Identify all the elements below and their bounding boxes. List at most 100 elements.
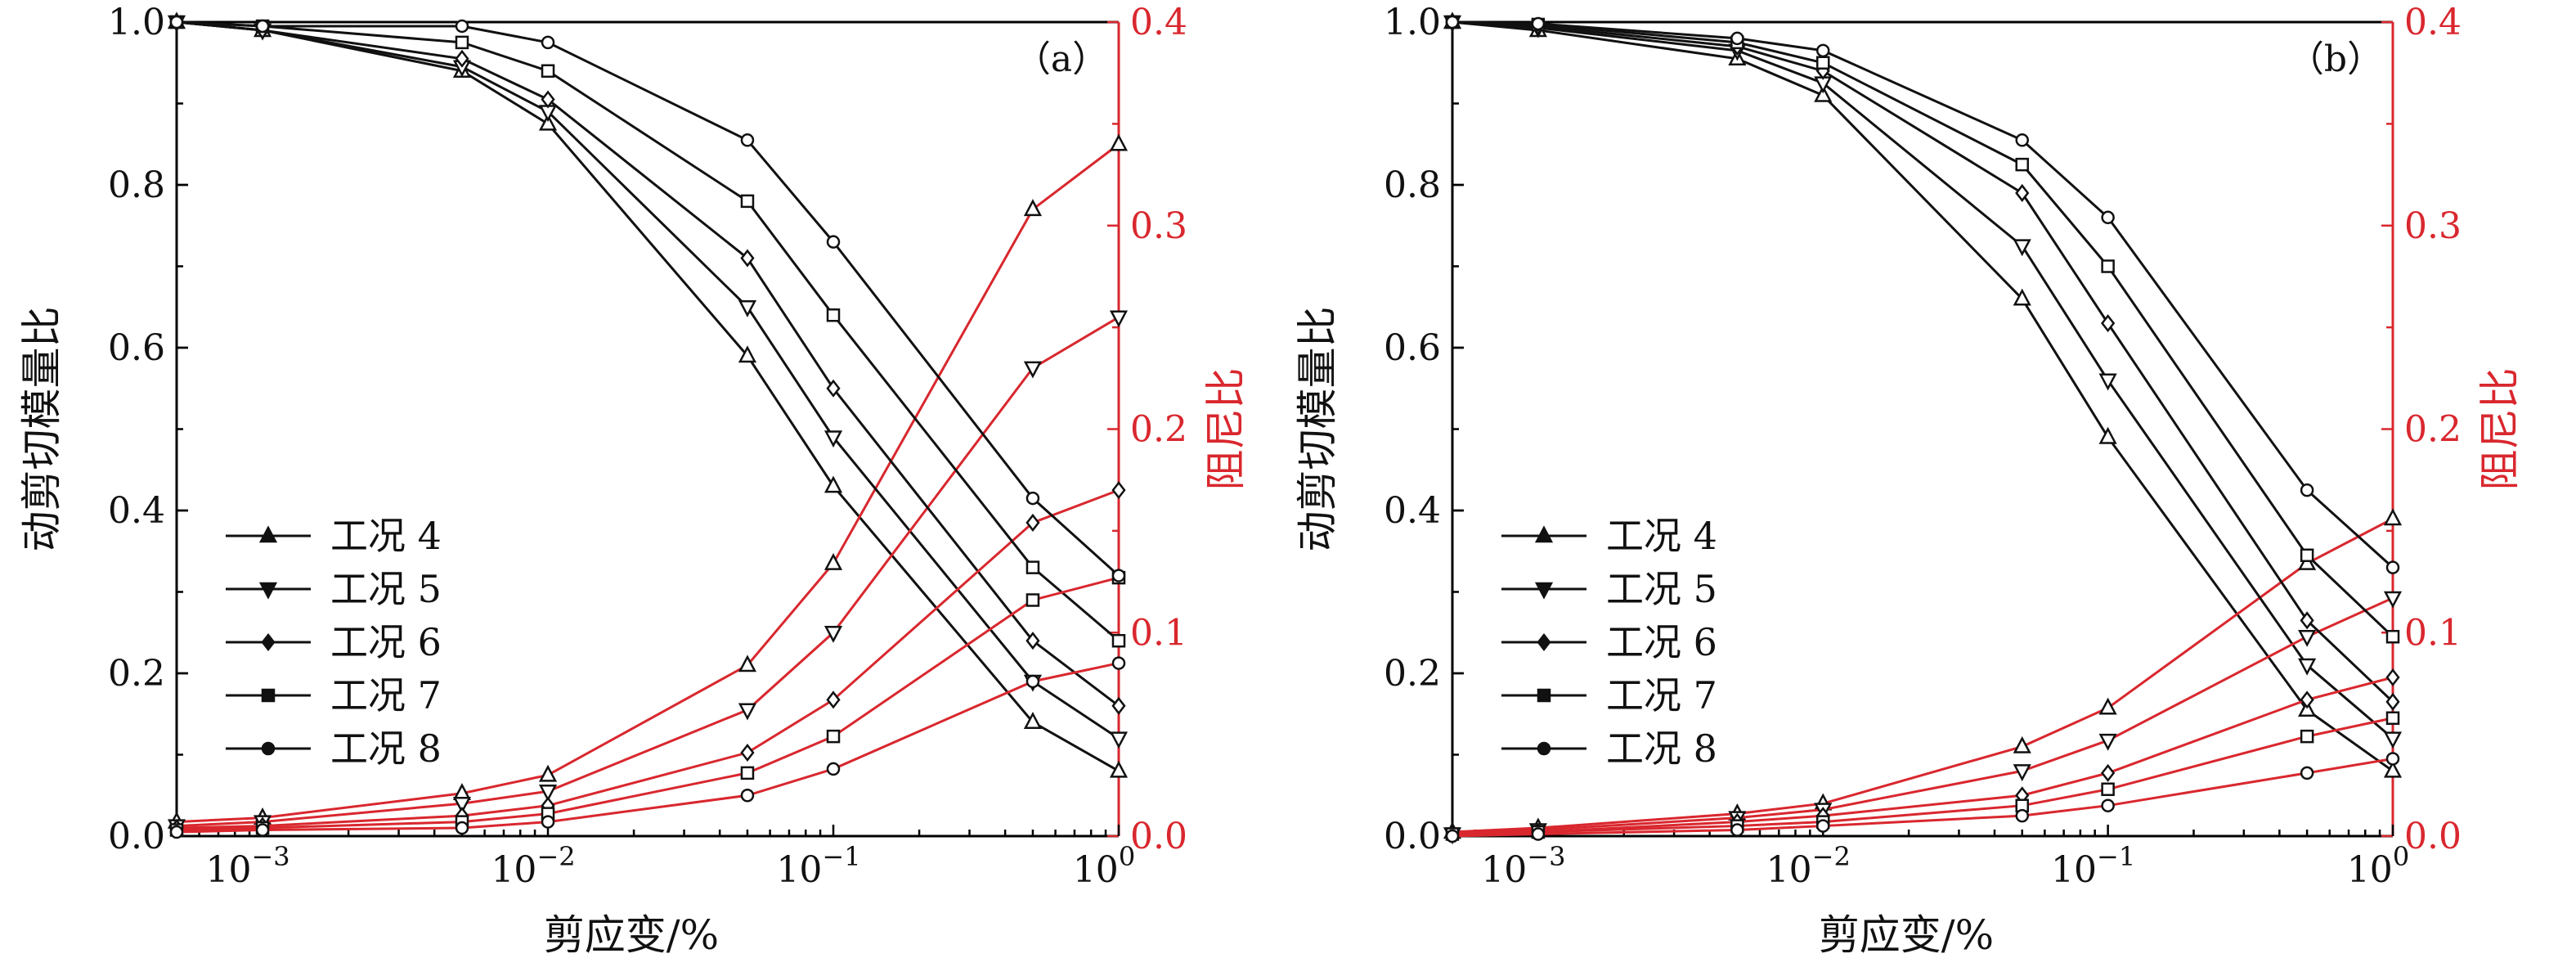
damping-point	[740, 743, 755, 762]
damping-line	[1452, 517, 2394, 834]
modulus-line	[176, 20, 1120, 577]
legend-label: 工况 7	[330, 673, 442, 717]
modulus-point	[1025, 560, 1040, 574]
modulus-point	[1730, 31, 1744, 46]
modulus-point	[2015, 157, 2030, 172]
modulus-point	[2383, 760, 2403, 778]
damping-point	[826, 690, 841, 709]
modulus-point	[541, 35, 555, 50]
damping-point	[1111, 656, 1126, 670]
legend-marker	[261, 688, 276, 703]
damping-point	[2298, 553, 2317, 570]
modulus-point	[255, 19, 270, 34]
legend-label: 工况 4	[1606, 514, 1717, 558]
series-6	[169, 12, 1126, 838]
modulus-point	[2101, 259, 2115, 273]
modulus-line	[1452, 20, 2394, 703]
series-5	[167, 15, 1129, 837]
legend-marker	[258, 582, 278, 600]
damping-point	[2385, 752, 2400, 766]
modulus-point	[824, 475, 843, 493]
y-left-tick-label: 0.8	[1384, 164, 1441, 206]
y-left-tick-label: 0.8	[108, 164, 165, 206]
damping-point	[2298, 629, 2317, 647]
damping-line	[1452, 717, 2394, 836]
damping-point	[2013, 735, 2031, 753]
damping-line	[176, 143, 1120, 824]
damping-point	[2300, 729, 2314, 744]
damping-line	[176, 316, 1120, 828]
damping-point	[1730, 823, 1744, 837]
damping-point	[1025, 513, 1040, 532]
damping-point	[2098, 733, 2117, 751]
series-4	[1443, 11, 2403, 839]
panel-label: （b）	[2288, 38, 2383, 80]
damping-point	[738, 654, 757, 672]
damping-point	[826, 762, 841, 776]
modulus-line	[176, 20, 1120, 772]
modulus-point	[740, 133, 755, 147]
damping-point	[738, 703, 757, 721]
modulus-point	[2101, 210, 2115, 225]
damping-point	[1023, 361, 1043, 379]
modulus-point	[1815, 43, 1830, 58]
damping-point	[2385, 668, 2400, 687]
modulus-point	[1111, 696, 1126, 715]
y-left-tick-label: 0.2	[1384, 653, 1441, 695]
damping-point	[1025, 593, 1040, 607]
modulus-point	[1111, 569, 1126, 582]
modulus-point	[740, 249, 755, 268]
modulus-point	[1025, 491, 1040, 506]
y-right-tick-label: 0.2	[1130, 409, 1187, 451]
legend-label: 工况 6	[1606, 620, 1717, 664]
modulus-point	[538, 113, 558, 131]
modulus-line	[176, 20, 1120, 642]
modulus-point	[2013, 239, 2031, 257]
modulus-point	[1531, 16, 1546, 31]
legend-marker	[1537, 632, 1551, 652]
modulus-point	[455, 19, 469, 34]
damping-point	[2300, 766, 2314, 780]
x-tick-label: 10−2	[491, 841, 575, 891]
legend-marker	[1534, 582, 1554, 600]
legend-marker	[261, 632, 276, 652]
damping-point	[2101, 763, 2116, 782]
damping-point	[1109, 310, 1129, 328]
legend-marker	[258, 525, 278, 543]
modulus-point	[826, 235, 841, 249]
legend-label: 工况 5	[330, 567, 442, 611]
modulus-point	[2098, 426, 2117, 444]
damping-point	[2101, 798, 2115, 812]
modulus-point	[2015, 133, 2030, 147]
modulus-point	[2385, 629, 2400, 644]
modulus-point	[1815, 56, 1830, 70]
modulus-point	[824, 430, 843, 448]
modulus-line	[1452, 20, 2394, 638]
modulus-point	[2298, 658, 2317, 676]
damping-point	[452, 796, 472, 814]
damping-point	[2101, 782, 2115, 797]
modulus-point	[2098, 373, 2117, 391]
modulus-point	[1109, 760, 1129, 778]
damping-point	[740, 766, 755, 780]
damping-line	[176, 488, 1120, 830]
y-left-tick-label: 0.0	[108, 816, 165, 857]
damping-point	[169, 825, 184, 839]
legend: 工况 4 工况 5 工况 6 工况 7 工况 8	[1501, 514, 1717, 771]
damping-point	[2098, 697, 2117, 715]
x-tick-label: 100	[2347, 841, 2409, 891]
modulus-line	[176, 20, 1120, 707]
x-tick-label: 10−3	[205, 841, 289, 891]
damping-point	[1025, 674, 1040, 689]
x-tick-label: 10−1	[776, 841, 860, 891]
modulus-point	[1023, 712, 1043, 729]
damping-point	[2015, 798, 2030, 812]
legend-label: 工况 8	[1606, 726, 1717, 771]
modulus-point	[2300, 483, 2314, 497]
series-8	[1445, 15, 2400, 843]
y-right-tick-label: 0.3	[2404, 205, 2462, 247]
damping-point	[2015, 808, 2030, 823]
panel-label: （a）	[1015, 38, 1108, 80]
damping-point	[1023, 199, 1043, 217]
modulus-point	[2385, 560, 2400, 574]
